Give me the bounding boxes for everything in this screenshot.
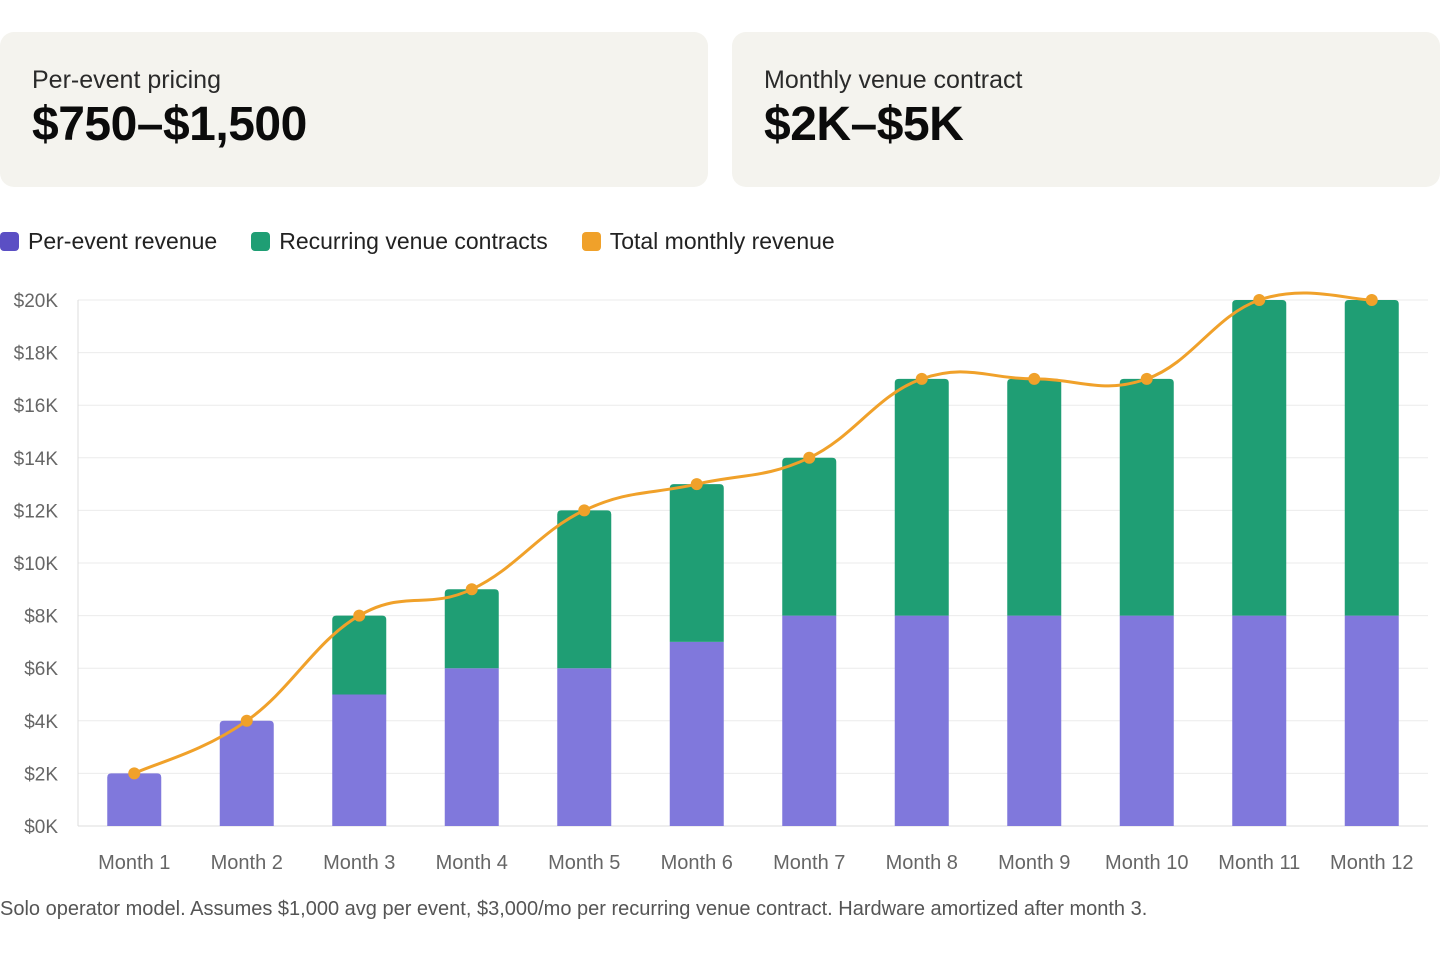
x-tick-label: Month 11: [1218, 852, 1300, 874]
bar-per-event-3: [332, 694, 387, 826]
card-value: $2K–$5K: [764, 98, 964, 151]
x-tick-label: Month 10: [1105, 852, 1188, 874]
bar-recurring-12: [1344, 300, 1399, 616]
bar-recurring-9: [1007, 378, 1062, 616]
legend-item-total[interactable]: Total monthly revenue: [581, 228, 835, 255]
bar-recurring-8: [894, 378, 949, 616]
bar-recurring-4: [444, 589, 499, 669]
bar-per-event-9: [1007, 615, 1062, 826]
bar-per-event-7: [782, 615, 837, 826]
x-tick-label: Month 6: [661, 852, 733, 874]
total-point-4: [465, 583, 478, 596]
legend-label: Total monthly revenue: [609, 228, 835, 254]
bar-recurring-11: [1232, 300, 1287, 616]
y-tick-label: $14K: [14, 449, 59, 470]
x-tick-label: Month 4: [436, 852, 508, 874]
bar-per-event-6: [669, 641, 724, 826]
legend-swatch: [581, 232, 601, 251]
x-tick-label: Month 8: [886, 852, 958, 874]
y-tick-label: $12K: [14, 501, 59, 522]
total-revenue-line: [133, 291, 1372, 775]
x-tick-label: Month 9: [998, 852, 1070, 874]
legend-label: Per-event revenue: [28, 228, 218, 254]
legend-item-per-event[interactable]: Per-event revenue: [0, 228, 217, 255]
total-point-2: [240, 714, 253, 727]
monthly-venue-contract-card: Monthly venue contract $2K–$5K: [732, 32, 1440, 187]
bar-recurring-7: [782, 457, 837, 616]
y-tick-label: $4K: [24, 712, 58, 733]
legend-label: Recurring venue contracts: [279, 228, 548, 254]
bar-per-event-1: [107, 773, 162, 826]
axis-labels: $0K $2K $4K $6K $8K $10K $12K $14K $16K $18K $20K M…: [14, 291, 1414, 874]
total-point-8: [915, 372, 928, 385]
bar-per-event-5: [557, 668, 612, 826]
y-tick-label: $2K: [24, 764, 58, 785]
y-tick-label: $8K: [24, 607, 58, 628]
total-point-9: [1028, 372, 1041, 385]
footnote: Solo operator model. Assumes $1,000 avg …: [0, 898, 1148, 920]
bar-recurring-5: [557, 510, 612, 669]
bar-recurring-10: [1119, 378, 1174, 616]
bar-per-event-4: [444, 668, 499, 826]
bar-per-event-8: [894, 615, 949, 826]
legend-item-recurring[interactable]: Recurring venue contracts: [251, 228, 548, 255]
y-tick-label: $0K: [24, 817, 58, 838]
revenue-chart: $0K $2K $4K $6K $8K $10K $12K $14K $16K $18K $20K M…: [14, 291, 1428, 874]
chart-legend: Per-event revenue Recurring venue contra…: [0, 228, 869, 255]
y-tick-label: $10K: [14, 554, 59, 575]
x-tick-label: Month 3: [323, 852, 395, 874]
y-tick-label: $18K: [14, 344, 59, 365]
bar-per-event-10: [1119, 615, 1174, 826]
x-tick-label: Month 5: [548, 852, 620, 874]
bar-per-event-12: [1344, 615, 1399, 826]
x-tick-label: Month 7: [773, 852, 845, 874]
y-tick-label: $16K: [14, 396, 59, 417]
total-point-7: [803, 451, 816, 464]
bars: [107, 300, 1399, 826]
legend-swatch: [0, 232, 19, 251]
y-tick-label: $20K: [14, 291, 59, 312]
total-point-11: [1253, 294, 1266, 306]
total-point-6: [690, 478, 703, 491]
total-point-12: [1365, 294, 1378, 306]
x-tick-label: Month 12: [1330, 852, 1413, 874]
card-value: $750–$1,500: [32, 98, 307, 151]
bar-recurring-6: [669, 484, 724, 642]
y-tick-label: $6K: [24, 659, 58, 680]
total-point-10: [1140, 372, 1153, 385]
grid-lines: [77, 299, 1428, 827]
card-label: Monthly venue contract: [764, 66, 1023, 94]
total-point-3: [353, 609, 366, 622]
total-line: [128, 291, 1378, 780]
total-point-5: [578, 504, 591, 517]
bar-recurring-3: [332, 615, 387, 695]
per-event-pricing-card: Per-event pricing $750–$1,500: [0, 32, 708, 187]
x-tick-label: Month 1: [98, 852, 170, 874]
bar-per-event-11: [1232, 615, 1287, 826]
legend-swatch: [251, 232, 271, 251]
total-point-1: [128, 767, 141, 780]
x-tick-label: Month 2: [211, 852, 283, 874]
card-label: Per-event pricing: [32, 66, 221, 94]
bar-per-event-2: [219, 720, 274, 826]
